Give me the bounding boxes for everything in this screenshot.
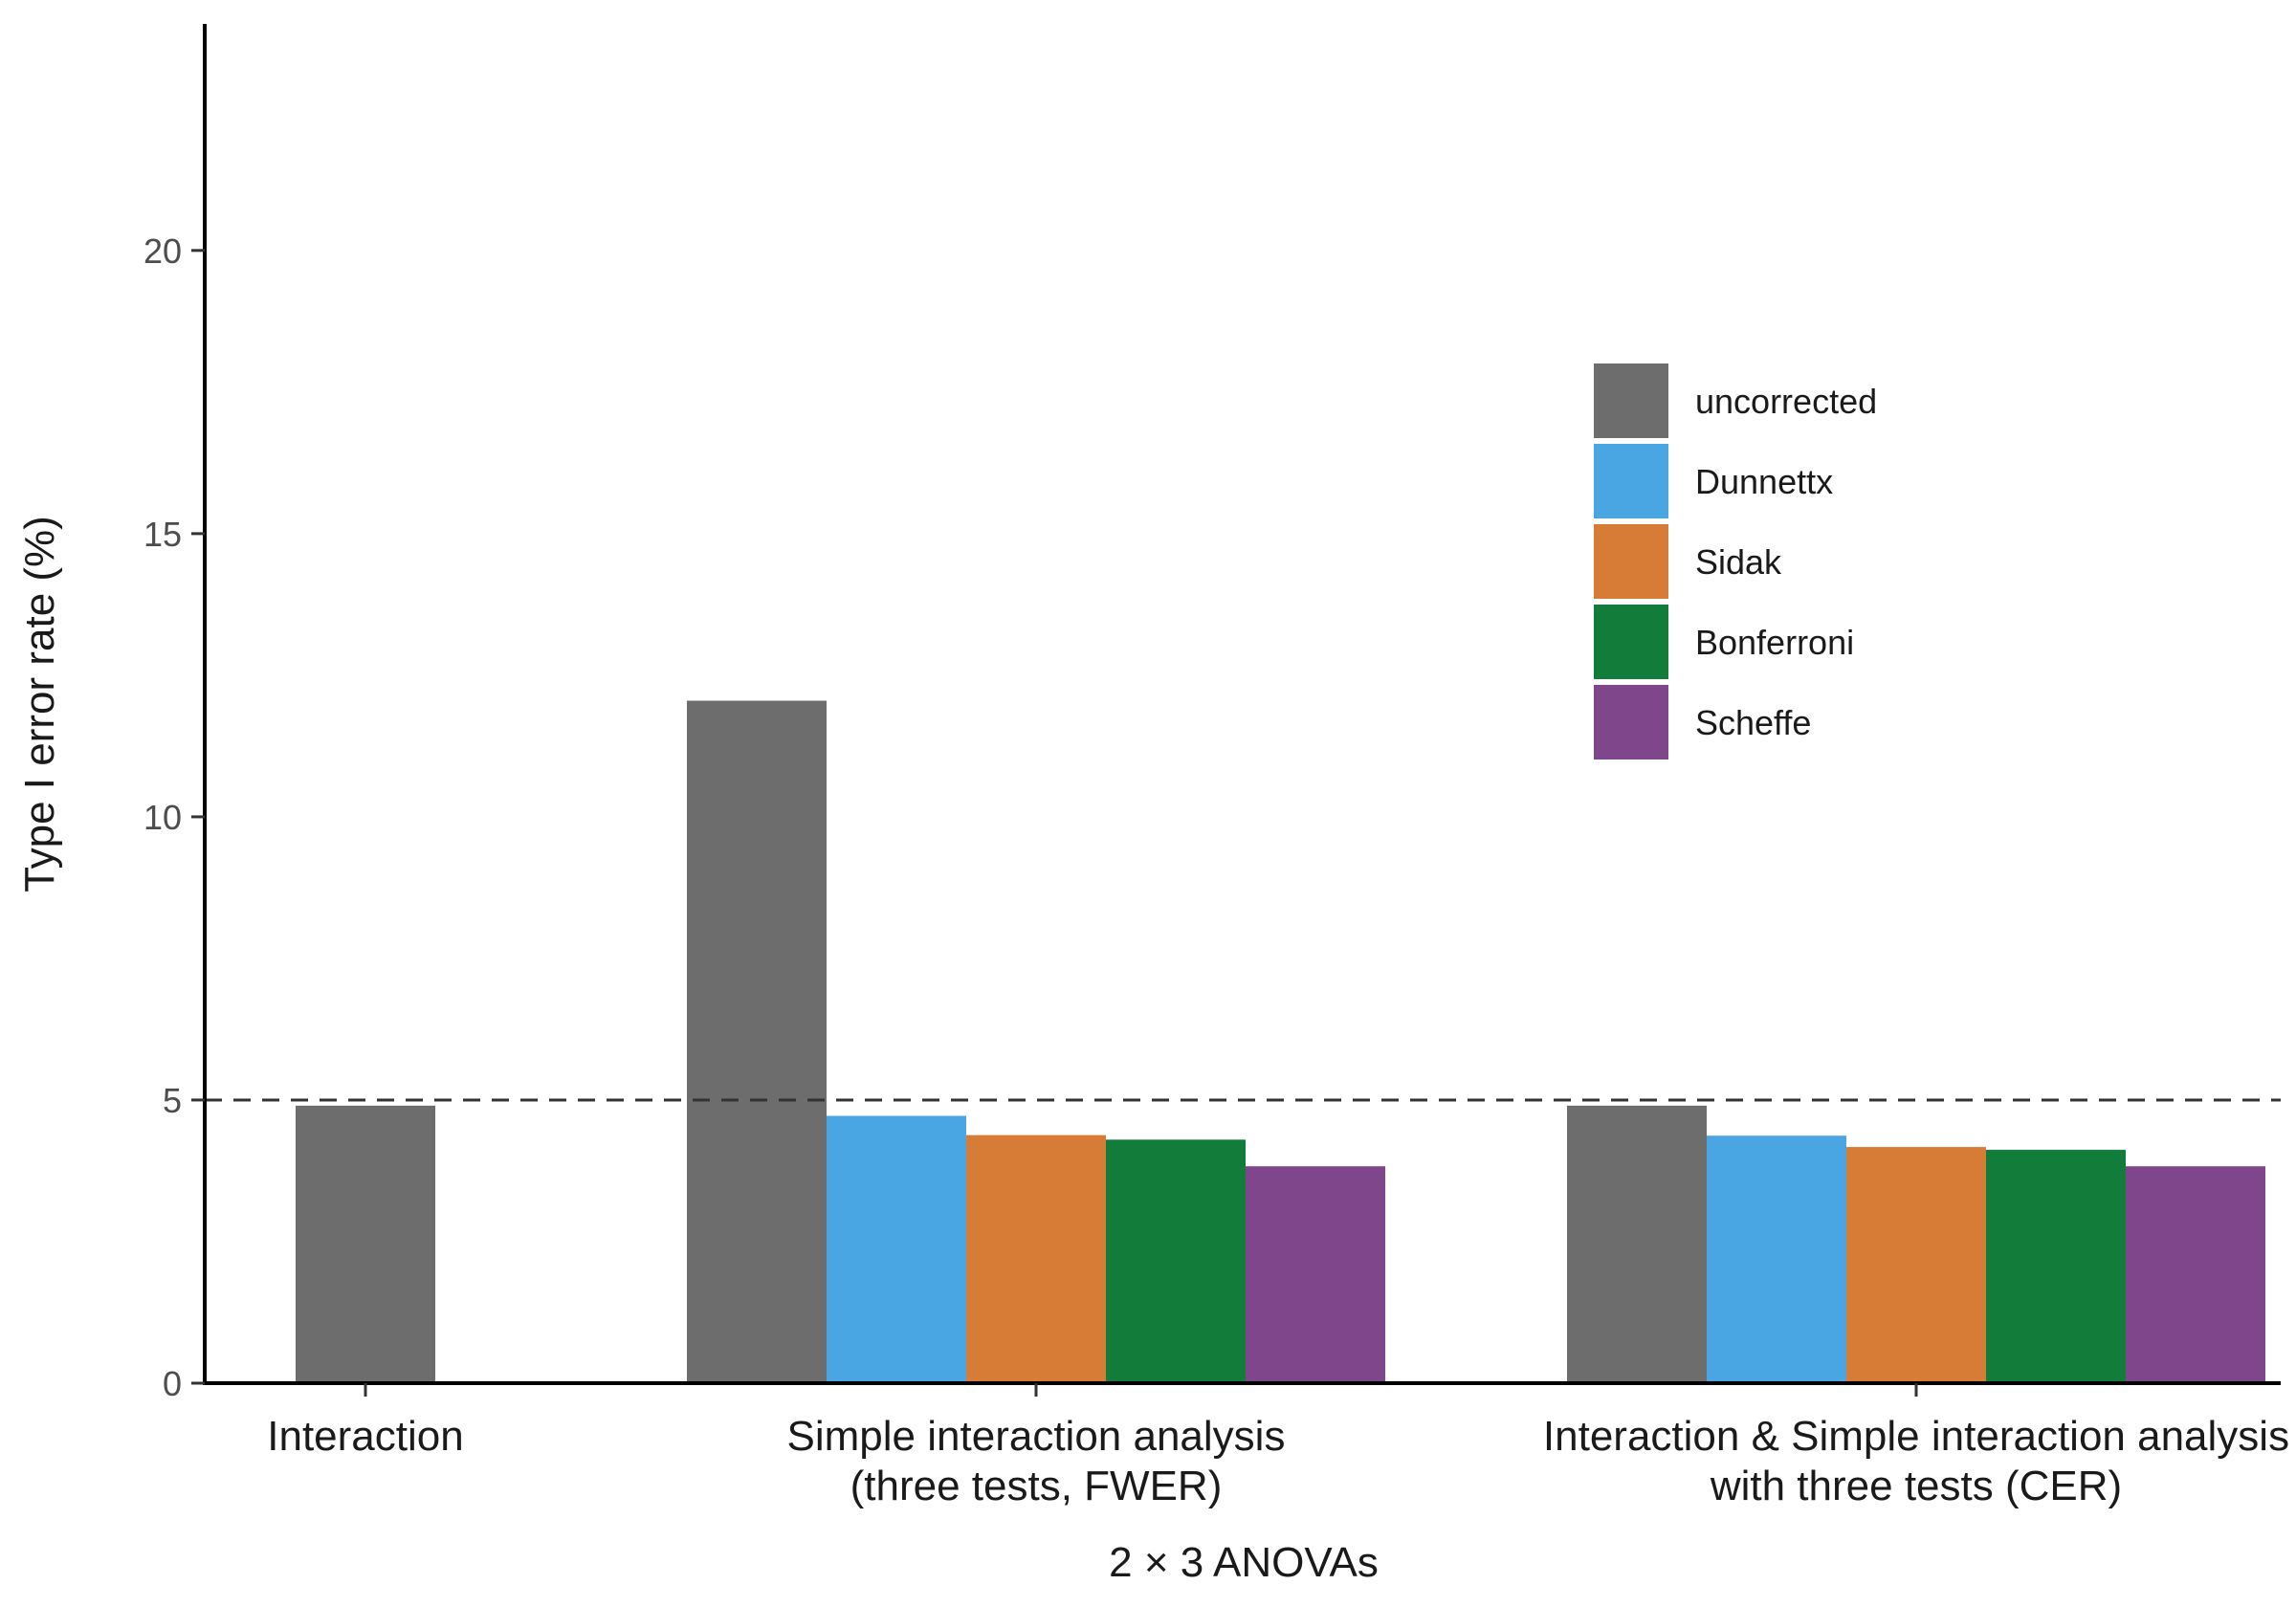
- x-category-label-line: (three tests, FWER): [850, 1463, 1223, 1509]
- x-category-label-line: Simple interaction analysis: [787, 1413, 1286, 1460]
- bar-2-bonferroni: [1106, 1139, 1246, 1383]
- bar-2-uncorrected: [687, 700, 827, 1383]
- x-category-label-3: Interaction & Simple interaction analysi…: [1543, 1413, 2289, 1509]
- y-tick-label: 15: [144, 515, 182, 554]
- y-tick-label: 10: [144, 798, 182, 837]
- x-category-label-2: Simple interaction analysis (three tests,…: [787, 1413, 1286, 1509]
- y-axis-ticks: 0 5 10 15 20: [144, 231, 205, 1403]
- bar-3-bonferroni: [1986, 1150, 2126, 1383]
- legend-swatch-scheffe: [1594, 685, 1668, 759]
- bar-2-scheffe: [1246, 1166, 1385, 1383]
- legend-swatch-sidak: [1594, 524, 1668, 599]
- legend: uncorrected Dunnettx Sidak Bonferroni Scheff…: [1594, 363, 1877, 759]
- legend-swatch-bonferroni: [1594, 605, 1668, 679]
- x-category-label-line: Interaction & Simple interaction analysi…: [1543, 1413, 2289, 1460]
- bars-layer: [296, 700, 2265, 1383]
- legend-label-dunnettx: Dunnettx: [1695, 462, 1833, 501]
- x-category-label-1: Interaction: [267, 1413, 463, 1460]
- y-tick-label: 20: [144, 231, 182, 271]
- y-tick-label: 0: [163, 1364, 182, 1403]
- bar-3-scheffe: [2126, 1166, 2265, 1383]
- bar-3-sidak: [1846, 1147, 1986, 1383]
- x-axis-ticks: Interaction Simple interaction analysis (t…: [267, 1383, 2289, 1509]
- y-tick-label: 5: [163, 1081, 182, 1120]
- bar-3-dunnettx: [1707, 1135, 1846, 1383]
- x-axis-title: 2 × 3 ANOVAs: [1109, 1539, 1379, 1586]
- bar-3-uncorrected: [1567, 1105, 1707, 1383]
- legend-label-uncorrected: uncorrected: [1695, 382, 1877, 421]
- legend-label-bonferroni: Bonferroni: [1695, 623, 1854, 662]
- bar-1-uncorrected: [296, 1105, 435, 1383]
- x-category-label-line: with three tests (CER): [1710, 1463, 2122, 1509]
- x-category-label-line: Interaction: [267, 1413, 463, 1460]
- legend-label-sidak: Sidak: [1695, 542, 1782, 582]
- bar-2-dunnettx: [827, 1115, 966, 1383]
- legend-label-scheffe: Scheffe: [1695, 703, 1811, 742]
- bar-2-sidak: [966, 1134, 1106, 1383]
- legend-swatch-uncorrected: [1594, 363, 1668, 438]
- y-axis-title: Type I error rate (%): [16, 516, 63, 892]
- legend-swatch-dunnettx: [1594, 444, 1668, 518]
